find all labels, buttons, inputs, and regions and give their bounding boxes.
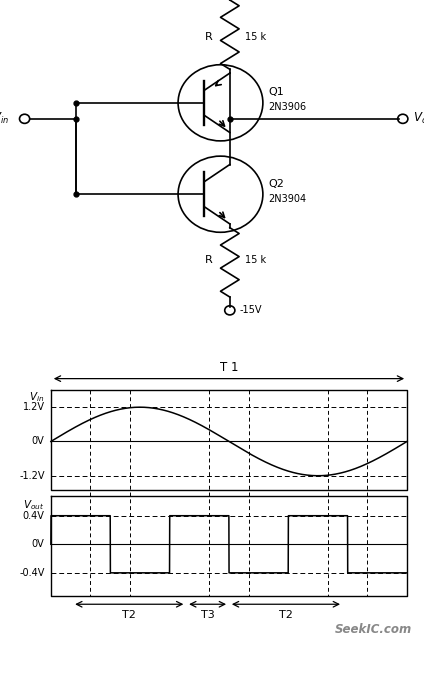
Text: $V_{out}$: $V_{out}$ (413, 112, 424, 126)
Text: $V_{in}$: $V_{in}$ (29, 390, 45, 404)
Text: T 1: T 1 (220, 361, 238, 374)
Text: $V_{out}$: $V_{out}$ (23, 498, 45, 512)
Text: -15V: -15V (239, 305, 262, 316)
Text: R: R (205, 31, 212, 41)
Text: 0V: 0V (32, 539, 45, 549)
Text: 15 k: 15 k (245, 256, 266, 265)
Text: $V_{in}$: $V_{in}$ (0, 112, 9, 126)
Text: R: R (205, 256, 212, 265)
Text: 15 k: 15 k (245, 31, 266, 41)
Text: Q1: Q1 (268, 87, 284, 97)
Text: 0V: 0V (32, 437, 45, 447)
Text: T2: T2 (279, 610, 293, 620)
Text: SeekIC.com: SeekIC.com (335, 622, 412, 636)
Text: 2N3906: 2N3906 (268, 103, 306, 112)
Text: -0.4V: -0.4V (19, 568, 45, 578)
Text: 0.4V: 0.4V (22, 511, 45, 521)
Text: -1.2V: -1.2V (19, 471, 45, 481)
Text: 1.2V: 1.2V (22, 402, 45, 412)
Text: Q2: Q2 (268, 179, 284, 188)
Text: 2N3904: 2N3904 (268, 194, 306, 204)
Text: T3: T3 (201, 610, 215, 620)
Text: T2: T2 (122, 610, 136, 620)
